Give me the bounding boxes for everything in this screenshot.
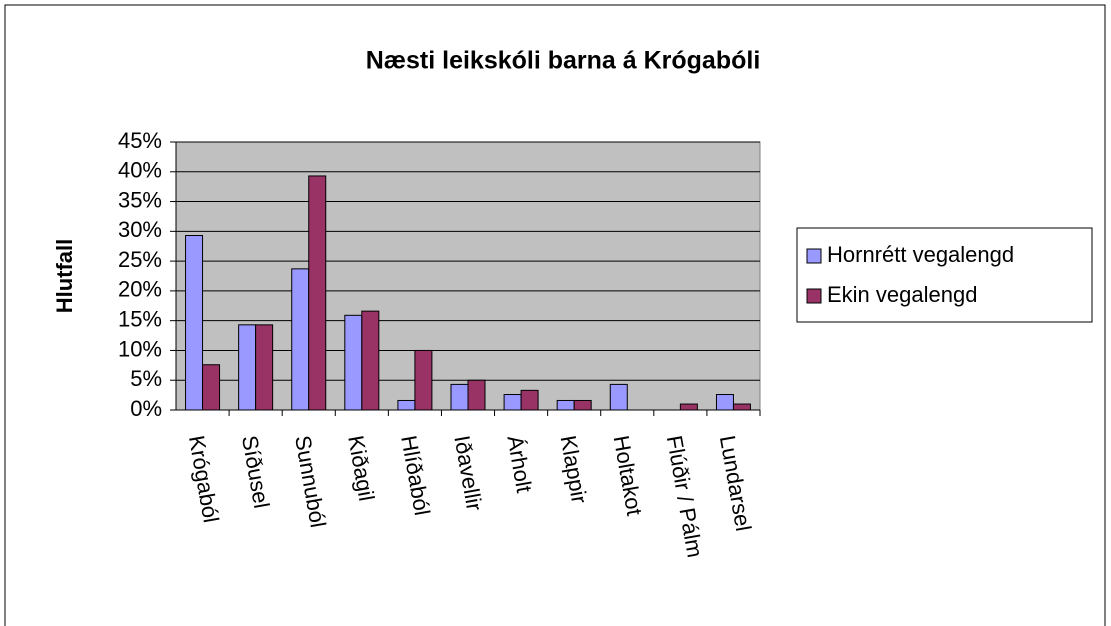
legend-box [796,227,1093,323]
bar [732,403,751,411]
y-tick-label: 5% [130,366,162,391]
bar [238,324,257,411]
bar [520,389,539,411]
y-tick-label: 30% [118,217,162,242]
y-tick-label: 20% [118,277,162,302]
y-tick-label: 25% [118,247,162,272]
bar [344,314,363,411]
bar [255,324,274,411]
bar [715,394,734,411]
y-tick-label: 10% [118,336,162,361]
y-tick-label: 35% [118,187,162,212]
bar [573,399,592,411]
bar [202,364,221,411]
chart-title: Næsti leikskóli barna á Krógabóli [366,47,761,75]
bar [361,310,380,411]
legend-label: Ekin vegalengd [827,282,977,307]
y-tick-label: 40% [118,158,162,183]
bar [467,379,486,411]
legend-swatch [806,248,822,264]
legend-label: Hornrétt vegalengd [827,242,1014,267]
bar [679,403,698,411]
bar [308,175,327,411]
bar [414,349,433,411]
bar [450,383,469,411]
y-tick-label: 15% [118,306,162,331]
bar [185,235,204,411]
bar [397,399,416,411]
bar [556,399,575,411]
y-tick-label: 0% [130,396,162,421]
y-tick-label: 45% [118,128,162,153]
bar [503,394,522,411]
plot-area [175,141,761,411]
y-axis-label: Hlutfall [52,239,77,314]
legend-swatch [806,288,822,304]
bar [609,383,628,411]
bar [291,268,310,411]
